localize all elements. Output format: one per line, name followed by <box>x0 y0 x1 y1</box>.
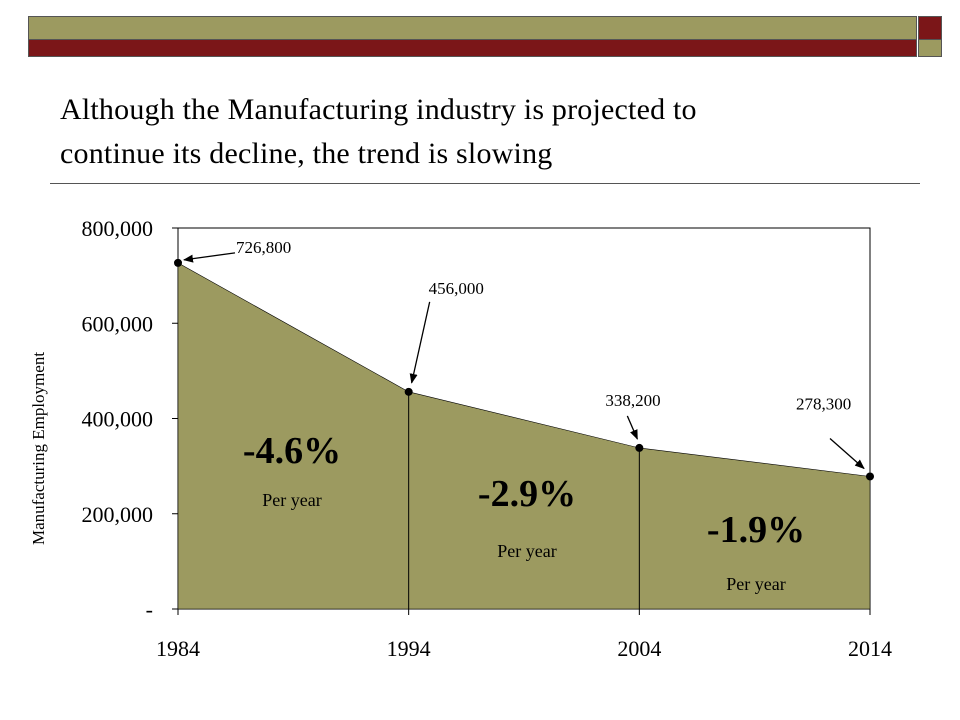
x-tick-label: 2004 <box>617 636 661 661</box>
segment-note-label: Per year <box>497 541 556 561</box>
slide-title: Although the Manufacturing industry is p… <box>60 88 860 176</box>
slide-title-line2: continue its decline, the trend is slowi… <box>60 137 553 170</box>
data-value-label: 456,000 <box>429 279 484 298</box>
segment-rate-label: -4.6% <box>243 430 341 472</box>
value-arrow <box>626 415 638 440</box>
data-point <box>404 387 413 396</box>
value-arrow <box>183 252 236 263</box>
value-arrow <box>829 437 865 470</box>
y-tick-label: - <box>146 597 153 622</box>
data-point <box>635 443 644 452</box>
y-tick-label: 200,000 <box>82 502 154 527</box>
segment-rate-label: -1.9% <box>707 509 805 551</box>
x-tick-label: 1994 <box>387 636 431 661</box>
segment-note-label: Per year <box>262 490 321 510</box>
data-point <box>866 472 874 481</box>
header-square-olive <box>918 39 942 57</box>
y-tick-label: 600,000 <box>82 311 154 336</box>
header-bar-maroon <box>28 39 917 57</box>
y-axis-label: Manufacturing Employment <box>29 352 48 545</box>
data-value-label: 278,300 <box>796 394 851 413</box>
y-tick-label: 400,000 <box>82 407 154 432</box>
value-arrow <box>409 301 431 384</box>
x-tick-label: 1984 <box>156 636 200 661</box>
slide-title-line1: Although the Manufacturing industry is p… <box>60 93 697 126</box>
y-tick-label: 800,000 <box>82 216 154 241</box>
segment-rate-label: -2.9% <box>478 473 576 515</box>
title-rule <box>50 183 920 184</box>
data-point <box>174 258 182 267</box>
x-tick-label: 2014 <box>848 636 892 661</box>
segment-note-label: Per year <box>726 574 785 594</box>
data-value-label: 338,200 <box>605 391 660 410</box>
data-value-label: 726,800 <box>236 238 291 257</box>
